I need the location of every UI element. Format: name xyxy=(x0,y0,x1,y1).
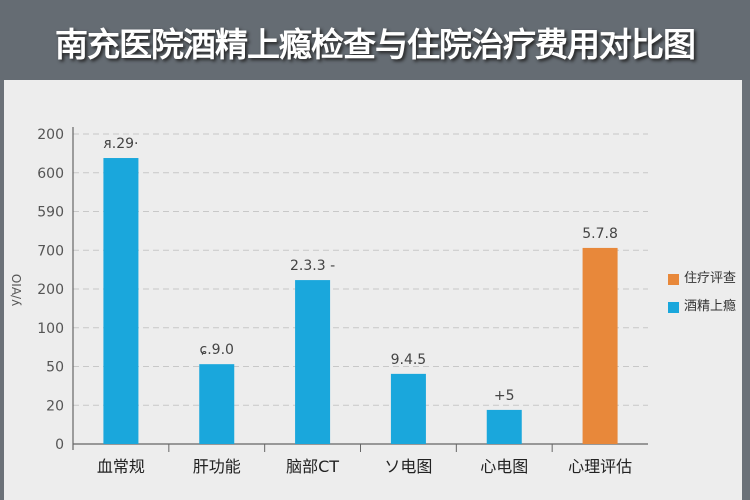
y-tick-label: 590 xyxy=(37,205,64,221)
legend-entry-treatment: 住疗评查 xyxy=(668,268,748,290)
bar-5 xyxy=(486,409,522,444)
legend-text-col1: 住疗评查 xyxy=(684,271,737,286)
x-tick-label: 心理评估 xyxy=(568,457,632,476)
y-tick-label: 700 xyxy=(37,243,64,259)
legend-entry-check: 酒精上瘾 xyxy=(668,296,748,318)
bar-2 xyxy=(199,364,235,444)
x-tick-label: ソ电图 xyxy=(384,457,432,476)
x-tick-label: 肝功能 xyxy=(193,457,241,476)
legend-swatch-treatment xyxy=(668,273,679,285)
data-label: 5.7.8 xyxy=(582,226,618,242)
y-axis-label: OIA/ʎ xyxy=(9,274,23,306)
x-tick-label: 脑部CT xyxy=(286,457,339,476)
y-tick-label: 50 xyxy=(46,360,64,376)
data-label: ᴙ.29· xyxy=(103,136,138,152)
x-tick-label: 血常规 xyxy=(97,457,145,476)
bar-1 xyxy=(103,158,139,444)
data-label: 9.4.5 xyxy=(391,352,427,368)
legend-text-col2: 酒精上瘾 xyxy=(684,299,737,314)
chart-title: 南充医院酒精上瘾检查与住院治疗费用对比图 xyxy=(55,25,696,64)
bar-4 xyxy=(390,373,426,444)
y-tick-label: 20 xyxy=(46,398,64,414)
legend-swatch-check xyxy=(668,301,679,313)
y-tick-label: 0 xyxy=(55,437,64,453)
bar-3 xyxy=(295,280,331,444)
y-tick-label: 200 xyxy=(37,127,64,143)
data-label: 2.3.3 - xyxy=(290,258,335,274)
data-label: +5 xyxy=(494,388,515,404)
y-tick-label: 200 xyxy=(37,282,64,298)
x-tick-label: 心电图 xyxy=(480,457,528,476)
legend: 住疗评查 酒精上瘾 xyxy=(668,268,748,324)
y-tick-label: 100 xyxy=(37,321,64,337)
data-label: ɕ.9.0 xyxy=(200,342,234,358)
y-tick-label: 600 xyxy=(37,166,64,182)
bar-6 xyxy=(582,247,618,444)
title-bar: 南充医院酒精上瘾检查与住院治疗费用对比图 xyxy=(0,0,750,80)
